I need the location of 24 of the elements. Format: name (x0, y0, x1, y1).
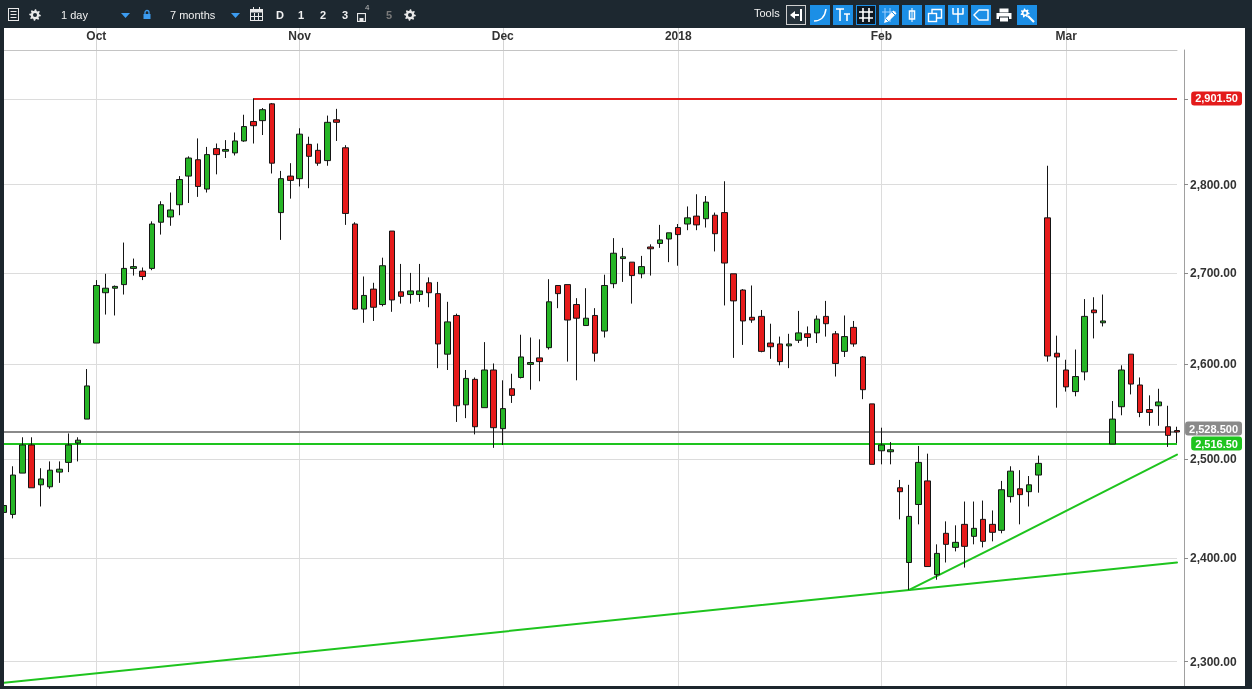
x-tick-label: Oct (86, 29, 107, 43)
x-tick-label: 2018 (664, 29, 692, 43)
y-tick-label: 2,500.00 (1190, 452, 1238, 467)
x-tick-label: Dec (491, 29, 515, 43)
x-tick-label: Nov (288, 29, 312, 43)
y-tick-label: 2,600.00 (1190, 357, 1238, 372)
ref-line-label: 2,528.500 (1189, 422, 1238, 435)
text: D (276, 9, 284, 22)
y-tick-label: 2,400.00 (1190, 551, 1238, 566)
text: 5 (386, 9, 393, 22)
ref-line-label: 2,516.50 (1195, 437, 1238, 450)
text: 2 (320, 9, 327, 22)
text: 1 (298, 9, 305, 22)
text: 1 day (61, 9, 88, 22)
x-tick-label: Mar (1055, 29, 1078, 43)
y-tick-label: 2,800.00 (1190, 177, 1238, 192)
y-tick-label: 2,300.00 (1190, 654, 1238, 669)
y-tick-label: 2,700.00 (1190, 265, 1238, 280)
ref-line-label: 2,901.50 (1195, 92, 1238, 105)
text: 3 (342, 9, 349, 22)
text: 4 (365, 3, 370, 12)
x-tick-label: Feb (870, 29, 893, 43)
text: Tools (754, 7, 780, 20)
text: 7 months (170, 9, 216, 22)
